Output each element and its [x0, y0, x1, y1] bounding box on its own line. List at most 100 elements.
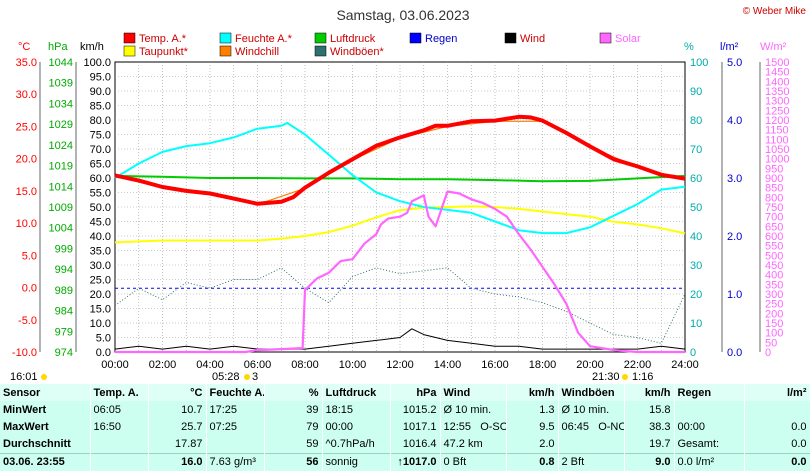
x-tick-label: 12:00 [386, 359, 414, 371]
legend-label: Luftdruck [330, 33, 376, 45]
wind-tick-label: 35.0 [90, 246, 111, 258]
rain-now-value: 0.0 [744, 452, 810, 471]
hum-max-time: 07:25 [206, 418, 265, 436]
row-label: 03.06. 23:55 [0, 452, 91, 471]
wind-tick-label: 50.0 [90, 202, 111, 214]
temp-avg-value: 17.87 [148, 435, 207, 454]
humidity-tick-label: 80 [690, 115, 702, 127]
series-line [114, 328, 686, 350]
solar-tick-label: 950 [765, 163, 783, 175]
legend-label: Windböen* [330, 46, 385, 58]
hum-now-value: 56 [264, 452, 323, 471]
temp-min-value: 10.7 [148, 401, 207, 419]
pressure-tick-label: 1044 [49, 57, 73, 69]
x-tick-label: 10:00 [339, 359, 367, 371]
th-sensor: Sensor [0, 384, 91, 402]
wind-tick-label: 40.0 [90, 231, 111, 243]
chart-grid [114, 61, 686, 353]
x-tick-label: 00:00 [101, 359, 129, 371]
wind-tick-label: 75.0 [90, 130, 111, 142]
chart-legend: Temp. A.* Feuchte A.* Luftdruck Regen Wind So… [123, 32, 641, 58]
rain-today: 0.0 l/m² [674, 452, 745, 471]
solar-tick-label: 1450 [765, 67, 789, 79]
legend-label: Regen [425, 33, 457, 45]
x-tick-label: 22:00 [624, 359, 652, 371]
x-tick-label: 14:00 [434, 359, 462, 371]
table-row-avg: Durchschnitt 17.87 59 ^0.7hPa/h 1016.4 4… [0, 435, 810, 454]
solar-tick-label: 450 [765, 260, 783, 272]
temp-tick-label: 10.0 [16, 218, 37, 230]
solar-tick-label: 900 [765, 173, 783, 185]
wind-tick-label: 25.0 [90, 275, 111, 287]
th-temp-unit: °C [148, 384, 207, 402]
moonrise-label: 3 [252, 371, 258, 383]
solar-tick-label: 1500 [765, 57, 789, 69]
x-tick-label: 20:00 [576, 359, 604, 371]
solar-tick-label: 550 [765, 241, 783, 253]
wind-max-time-text: 12:55 [443, 420, 472, 433]
wind-max-direction: O-SO [480, 420, 506, 433]
legend-swatch [123, 45, 136, 57]
rain-max-value: 0.0 [744, 418, 810, 436]
sunrise-icon [244, 374, 250, 380]
sunset-icon [622, 374, 628, 380]
wind-tick-label: 10.0 [90, 318, 111, 330]
gust-max-value: 38.3 [624, 418, 675, 436]
wind-tick-label: 15.0 [90, 304, 111, 316]
legend-swatch [504, 32, 517, 44]
gust-min-label: Ø 10 min. [558, 401, 625, 419]
humidity-tick-label: 90 [690, 86, 702, 98]
weather-chart: Samstag, 03.06.2023 © Weber Mike Temp. A… [10, 6, 806, 383]
temp-avg-empty [90, 435, 149, 454]
legend-label: Taupunkt* [139, 46, 189, 58]
rain-tick-label: 3.0 [727, 173, 742, 185]
row-label: MaxWert [0, 418, 91, 436]
hum-min-value: 39 [264, 401, 323, 419]
gust-avg-empty [558, 435, 625, 454]
wind-run: 47.2 km [440, 435, 507, 454]
solar-tick-label: 700 [765, 212, 783, 224]
rain-tick-label: 2.0 [727, 231, 742, 243]
solar-tick-label: 350 [765, 279, 783, 291]
solar-tick-label: 1050 [765, 144, 789, 156]
th-rain-unit: l/m² [744, 384, 810, 402]
gust-max-direction: O-NO [598, 420, 623, 433]
statistics-table: Sensor Temp. A. °C Feuchte A. % Luftdruc… [0, 384, 810, 471]
legend-swatch [219, 32, 232, 44]
rain-tick-label: 0.0 [727, 347, 742, 359]
solar-tick-label: 600 [765, 231, 783, 243]
rain-min-label [674, 401, 745, 419]
wind-unit-label: km/h [80, 41, 104, 53]
pressure-tick-label: 1029 [49, 119, 73, 131]
sunset-label: 21:30 [592, 371, 620, 383]
x-tick-label: 06:00 [244, 359, 272, 371]
solar-tick-label: 1400 [765, 76, 789, 88]
table-row-max: MaxWert 16:50 25.7 07:25 79 00:00 1017.1… [0, 418, 810, 436]
gust-max-time: 06:45 O-NO [558, 418, 625, 436]
temp-tick-label: 25.0 [16, 121, 37, 133]
press-max-time: 00:00 [322, 418, 391, 436]
solar-tick-label: 800 [765, 192, 783, 204]
wind-avg-value: 2.0 [506, 435, 559, 454]
rain-max-time: 00:00 [674, 418, 745, 436]
x-tick-label: 16:00 [481, 359, 509, 371]
solar-tick-label: 100 [765, 328, 783, 340]
plot-area [114, 114, 686, 354]
legend-swatch [409, 32, 422, 44]
humidity-unit-label: % [684, 41, 694, 53]
solar-tick-label: 1350 [765, 86, 789, 98]
temp-tick-label: 20.0 [16, 154, 37, 166]
rain-min-value [744, 401, 810, 419]
hum-abs: 7.63 g/m³ [206, 452, 265, 471]
temp-max-time: 16:50 [90, 418, 149, 436]
th-hum: Feuchte A. [206, 384, 265, 402]
press-now-value: ↑1017.0 [390, 452, 441, 471]
solar-tick-label: 650 [765, 221, 783, 233]
x-tick-label: 08:00 [291, 359, 319, 371]
table-row-min: MinWert 06:05 10.7 17:25 39 18:15 1015.2… [0, 401, 810, 419]
sun-left-label: 16:01 [10, 371, 38, 383]
hum-max-value: 79 [264, 418, 323, 436]
solar-tick-label: 1250 [765, 105, 789, 117]
solar-unit-label: W/m² [760, 41, 787, 53]
row-label: Durchschnitt [0, 435, 91, 454]
